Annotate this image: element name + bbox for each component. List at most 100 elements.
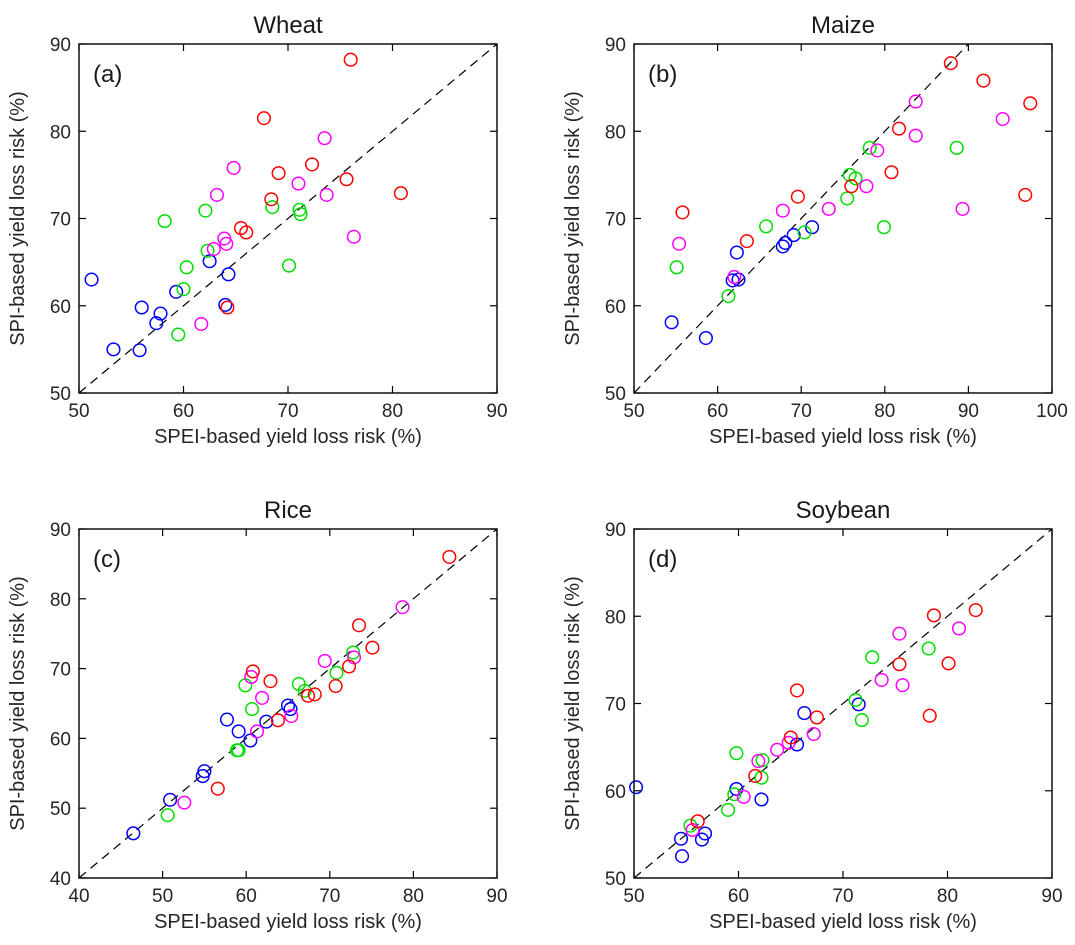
maize-point-s0-8 [805, 220, 820, 235]
rice-point-s3-0 [210, 781, 225, 796]
rice-ylabel: SPI-based yield loss risk (%) [7, 576, 29, 831]
soybean-ylabel: SPI-based yield loss risk (%) [562, 576, 584, 831]
wheat-point-s1-3 [179, 260, 194, 275]
maize-point-s3-7 [976, 73, 991, 88]
maize-ytick-label: 80 [605, 122, 626, 143]
soybean-point-s0-0 [629, 780, 644, 795]
soybean-point-s2-7 [892, 626, 907, 641]
maize-point-s1-8 [876, 220, 892, 235]
maize-point-s1-1 [721, 289, 736, 304]
rice-point-s3-10 [442, 549, 457, 564]
rice-point-s1-3 [238, 678, 253, 693]
maize-xtick-label: 50 [623, 401, 644, 422]
rice-point-s1-2 [231, 743, 246, 758]
soybean-point-s2-8 [895, 678, 910, 693]
wheat-xlabel: SPEI-based yield loss risk (%) [154, 426, 422, 448]
wheat-point-s3-2 [239, 225, 254, 240]
soybean-panel: Soybean 50 60 70 80 90 50 60 70 80 90 SPEI-based yi… [562, 497, 1063, 933]
rice-axes-frame [78, 528, 498, 879]
wheat-point-s2-6 [291, 176, 306, 191]
soybean-point-s3-8 [941, 656, 956, 671]
maize-point-s1-9 [949, 140, 964, 155]
wheat-point-s1-5 [200, 243, 215, 258]
rice-point-s3-3 [270, 713, 286, 728]
maize-one-to-one-line [633, 43, 969, 394]
soybean-xtick-label: 50 [623, 886, 644, 907]
wheat-ytick-label: 80 [50, 122, 71, 143]
maize-title: Maize [811, 12, 875, 39]
wheat-point-s2-8 [319, 187, 334, 202]
wheat-point-s3-5 [271, 166, 286, 181]
soybean-point-s1-7 [854, 713, 869, 728]
maize-point-s2-1 [727, 269, 742, 285]
soybean-point-s0-2 [675, 849, 690, 864]
soybean-title: Soybean [796, 497, 891, 524]
soybean-point-s1-3 [729, 746, 744, 761]
rice-ytick-label: 40 [50, 869, 71, 890]
maize-ytick-label: 50 [605, 384, 626, 405]
rice-point-s1-4 [245, 702, 260, 717]
rice-point-s2-3 [255, 690, 270, 705]
soybean-point-s1-4 [754, 770, 769, 785]
rice-point-s3-2 [263, 674, 278, 689]
rice-xtick-label: 60 [236, 886, 257, 907]
wheat-ytick-label: 60 [50, 297, 71, 318]
rice-point-s2-0 [177, 795, 192, 810]
maize-point-s1-3 [797, 225, 812, 240]
rice-point-s0-0 [126, 826, 141, 841]
maize-xtick-label: 100 [1036, 401, 1068, 422]
soybean-point-s0-4 [698, 826, 713, 841]
maize-point-s3-0 [675, 205, 690, 220]
rice-xtick-label: 90 [486, 886, 507, 907]
rice-panel: Rice 40 50 60 70 80 90 40 50 60 70 80 90 SPEI-based y… [7, 497, 508, 933]
wheat-point-s3-4 [264, 192, 279, 207]
soybean-ytick-label: 60 [605, 782, 626, 803]
maize-ytick-label: 90 [605, 35, 626, 56]
soybean-point-s0-8 [797, 706, 812, 721]
maize-point-s2-0 [672, 236, 687, 251]
maize-point-s0-3 [729, 245, 744, 260]
soybean-point-s2-1 [736, 789, 751, 804]
maize-panel: Maize 50 60 70 80 90 100 50 60 70 80 90 SPEI-based y… [562, 12, 1068, 448]
rice-xlabel: SPEI-based yield loss risk (%) [154, 911, 422, 933]
maize-point-s0-7 [786, 228, 801, 243]
soybean-point-s3-9 [968, 603, 983, 618]
soybean-xtick-label: 90 [1041, 886, 1062, 907]
wheat-point-s2-5 [226, 160, 241, 175]
wheat-point-s2-1 [206, 241, 221, 257]
rice-point-s1-0 [160, 808, 175, 823]
wheat-point-s2-9 [346, 229, 361, 244]
maize-point-s0-6 [778, 235, 793, 250]
maize-xtick-label: 60 [707, 401, 728, 422]
maize-point-s2-4 [859, 179, 874, 194]
soybean-ytick-label: 50 [605, 869, 626, 890]
wheat-point-s0-4 [149, 316, 164, 331]
rice-xtick-label: 80 [403, 886, 424, 907]
maize-point-s2-3 [821, 201, 836, 216]
rice-point-s3-7 [341, 659, 357, 674]
maize-point-s3-9 [1023, 96, 1038, 111]
soybean-xtick-label: 80 [937, 886, 958, 907]
wheat-xtick-label: 80 [382, 401, 403, 422]
maize-point-s2-7 [908, 128, 923, 143]
maize-ytick-label: 70 [605, 210, 626, 231]
soybean-point-s2-6 [874, 672, 889, 687]
wheat-point-s0-2 [132, 343, 147, 358]
wheat-point-s0-0 [84, 272, 99, 287]
maize-point-s2-5 [870, 143, 885, 158]
wheat-point-s2-0 [194, 317, 209, 332]
soybean-point-s2-5 [806, 726, 821, 742]
soybean-point-s1-8 [865, 650, 880, 665]
wheat-point-s0-8 [218, 297, 233, 312]
rice-point-s0-6 [243, 733, 258, 748]
soybean-point-s1-6 [848, 692, 863, 708]
maize-ytick-label: 60 [605, 297, 626, 318]
wheat-point-s1-4 [198, 203, 213, 218]
rice-point-s1-7 [329, 665, 344, 680]
wheat-ytick-label: 50 [50, 384, 71, 405]
soybean-point-s0-1 [673, 831, 689, 846]
rice-point-s0-5 [231, 724, 246, 739]
maize-xtick-label: 70 [791, 401, 812, 422]
rice-point-s0-1 [163, 792, 178, 807]
wheat-xtick-label: 90 [486, 401, 507, 422]
